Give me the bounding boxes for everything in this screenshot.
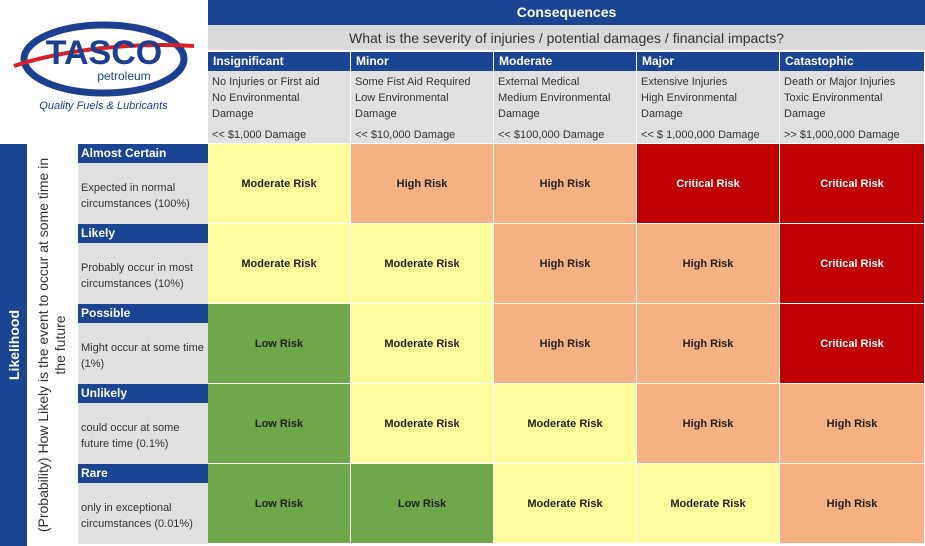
- company-logo: TASCO petroleum Quality Fuels & Lubrican…: [0, 0, 207, 143]
- row-header-2: Possible: [78, 304, 208, 323]
- column-description-4: Death or Major Injuries Toxic Environment…: [780, 71, 925, 143]
- risk-cell-moderate: Moderate Risk: [351, 304, 494, 384]
- consequences-question: What is the severity of injuries / poten…: [208, 25, 925, 51]
- row-description-1: Probably occur in most circumstances (10…: [78, 243, 208, 304]
- risk-cell-high: High Risk: [494, 224, 637, 304]
- row-header-1: Likely: [78, 224, 208, 243]
- risk-cell-low: Low Risk: [208, 464, 351, 544]
- risk-cell-moderate: Moderate Risk: [351, 384, 494, 464]
- risk-cell-high: High Risk: [494, 144, 637, 224]
- risk-cell-moderate: Moderate Risk: [637, 464, 780, 544]
- row-header-3: Unlikely: [78, 384, 208, 403]
- likelihood-question: (Probability) How Likely is the event to…: [35, 157, 68, 533]
- column-desc-line1: Extensive Injuries: [641, 76, 728, 88]
- risk-cell-high: High Risk: [494, 304, 637, 384]
- risk-cell-moderate: Moderate Risk: [208, 224, 351, 304]
- likelihood-label-bar: Likelihood: [0, 144, 27, 546]
- column-damage: >> $1,000,000 Damage: [784, 129, 900, 141]
- risk-cell-moderate: Moderate Risk: [208, 144, 351, 224]
- column-header-1: Minor: [351, 52, 494, 71]
- column-header-2: Moderate: [494, 52, 637, 71]
- column-desc-line2: Low Environmental: [355, 92, 449, 104]
- risk-cell-moderate: Moderate Risk: [494, 384, 637, 464]
- risk-cell-moderate: Moderate Risk: [494, 464, 637, 544]
- column-desc-line3: Damage: [498, 108, 540, 120]
- row-description-2: Might occur at some time (1%): [78, 323, 208, 384]
- risk-cell-critical: Critical Risk: [637, 144, 780, 224]
- column-damage: << $100,000 Damage: [498, 129, 605, 141]
- risk-cell-high: High Risk: [637, 224, 780, 304]
- column-header-4: Catastophic: [780, 52, 925, 71]
- risk-cell-high: High Risk: [637, 304, 780, 384]
- column-desc-line3: Damage: [641, 108, 683, 120]
- column-desc-line2: High Environmental: [641, 92, 737, 104]
- risk-cell-low: Low Risk: [208, 304, 351, 384]
- row-description-4: only in exceptional circumstances (0.01%…: [78, 483, 208, 544]
- risk-cell-high: High Risk: [780, 464, 925, 544]
- column-desc-line1: External Medical: [498, 76, 580, 88]
- column-desc-line2: Medium Environmental: [498, 92, 611, 104]
- risk-cell-low: Low Risk: [351, 464, 494, 544]
- column-description-1: Some Fist Aid Required Low Environmental D…: [351, 71, 494, 143]
- column-description-3: Extensive Injuries High Environmental Dama…: [637, 71, 780, 143]
- row-header-0: Almost Certain: [78, 144, 208, 163]
- column-desc-line2: Toxic Environmental: [784, 92, 883, 104]
- column-header-3: Major: [637, 52, 780, 71]
- tasco-logo-icon: TASCO petroleum: [13, 21, 195, 97]
- risk-cell-critical: Critical Risk: [780, 304, 925, 384]
- column-description-0: No Injuries or First aid No Environmental…: [208, 71, 351, 143]
- probability-label-bar: (Probability) How Likely is the event to…: [27, 144, 77, 546]
- likelihood-title: Likelihood: [5, 310, 22, 380]
- column-desc-line2: No Environmental: [212, 92, 300, 104]
- row-description-0: Expected in normal circumstances (100%): [78, 163, 208, 224]
- risk-cell-high: High Risk: [637, 384, 780, 464]
- column-desc-line3: Damage: [212, 108, 254, 120]
- risk-cell-critical: Critical Risk: [780, 224, 925, 304]
- column-damage: << $10,000 Damage: [355, 129, 456, 141]
- column-description-2: External Medical Medium Environmental Dama…: [494, 71, 637, 143]
- logo-sub-text: petroleum: [97, 69, 150, 83]
- row-header-4: Rare: [78, 464, 208, 483]
- column-desc-line3: Damage: [355, 108, 397, 120]
- column-desc-line3: Damage: [784, 108, 826, 120]
- column-damage: << $ 1,000,000 Damage: [641, 129, 760, 141]
- column-header-0: Insignificant: [208, 52, 351, 71]
- consequences-title: Consequences: [208, 0, 925, 25]
- column-desc-line1: Death or Major Injuries: [784, 76, 896, 88]
- logo-brand-text: TASCO: [46, 34, 162, 72]
- column-damage: << $1,000 Damage: [212, 129, 307, 141]
- risk-cell-critical: Critical Risk: [780, 144, 925, 224]
- column-desc-line1: No Injuries or First aid: [212, 76, 320, 88]
- risk-cell-moderate: Moderate Risk: [351, 224, 494, 304]
- row-description-3: could occur at some future time (0.1%): [78, 403, 208, 464]
- risk-cell-high: High Risk: [351, 144, 494, 224]
- risk-cell-low: Low Risk: [208, 384, 351, 464]
- logo-tagline: Quality Fuels & Lubricants: [39, 100, 168, 112]
- column-desc-line1: Some Fist Aid Required: [355, 76, 471, 88]
- risk-cell-high: High Risk: [780, 384, 925, 464]
